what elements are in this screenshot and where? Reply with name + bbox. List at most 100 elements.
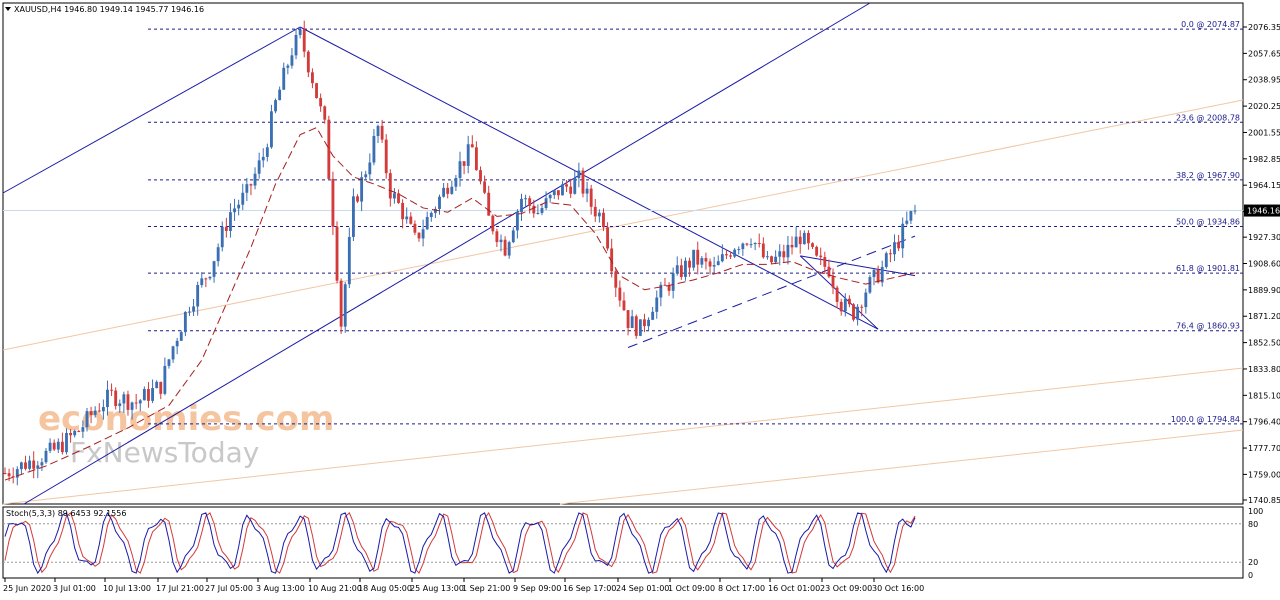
y-tick-label: 1964.15 (1248, 181, 1280, 190)
candle-body (794, 236, 798, 248)
x-tick-label: 16 Sep 17:00 (563, 584, 616, 593)
candle-body (134, 402, 138, 404)
candle-body (220, 226, 224, 248)
indicator-plot-frame (2, 506, 1244, 579)
candle-body (3, 473, 7, 475)
candle-body (60, 441, 64, 453)
candle-body (802, 232, 806, 245)
candle-body (577, 170, 581, 179)
candle-body (901, 223, 905, 249)
candle-body (167, 359, 171, 366)
candle-body (638, 319, 642, 336)
candle-body (806, 232, 810, 244)
y-tick-label: 1796.40 (1248, 418, 1280, 427)
candle-body (827, 266, 831, 277)
candle-body (114, 390, 118, 407)
candle-body (93, 410, 97, 415)
candle-body (888, 253, 892, 255)
candle-body (311, 72, 314, 84)
candle-body (884, 253, 888, 268)
x-tick-label: 10 Jul 13:00 (103, 584, 151, 593)
candle-body (622, 300, 626, 311)
candle-body (142, 389, 146, 401)
candle-body (286, 65, 290, 68)
symbol-info: XAUUSD,H4 1946.80 1949.14 1945.77 1946.1… (14, 5, 204, 14)
candle-body (11, 476, 15, 478)
y-tick-label: 1982.85 (1248, 155, 1280, 164)
candle-body (515, 212, 519, 231)
candle-body (380, 125, 384, 140)
candle-body (446, 187, 450, 194)
candle-body (69, 432, 73, 436)
candle-body (663, 284, 667, 286)
menu-triangle-icon[interactable] (5, 7, 11, 11)
candle-body (417, 232, 421, 239)
candle-body (766, 256, 769, 258)
candle-body (843, 298, 847, 312)
candle-body (860, 306, 864, 308)
candle-body (462, 161, 466, 166)
x-tick-label: 3 Jul 01:00 (53, 584, 96, 593)
candle-body (433, 208, 437, 213)
candle-body (40, 462, 44, 466)
candle-body (335, 226, 339, 281)
candle-body (294, 34, 298, 56)
candle-body (110, 389, 114, 391)
candle-body (392, 193, 396, 199)
candle-body (659, 284, 663, 298)
candle-body (397, 193, 400, 203)
candle-body (89, 411, 93, 415)
candle-body (880, 267, 884, 283)
candle-body (339, 280, 343, 327)
candle-body (360, 177, 364, 202)
candle-body (643, 319, 646, 327)
y-tick-label: 1852.50 (1248, 339, 1280, 348)
candle-body (729, 255, 732, 257)
candle-body (36, 465, 40, 469)
candle-body (32, 460, 36, 469)
candle-body (270, 111, 273, 148)
trendline-rising-dashed (627, 235, 916, 348)
candle-body (696, 249, 700, 265)
candle-body (778, 251, 782, 257)
candle-body (278, 89, 282, 101)
main-plot-frame (2, 2, 1244, 505)
fan-line-lower (559, 429, 1244, 505)
candle-body (429, 212, 433, 217)
candle-body (274, 100, 277, 112)
x-tick-label: 18 Aug 05:00 (358, 584, 412, 593)
candle-body (44, 450, 48, 463)
candle-body (585, 188, 589, 194)
candle-body (491, 215, 495, 232)
candle-body (52, 442, 56, 450)
candle-body (48, 442, 52, 451)
candle-body (897, 242, 901, 249)
candle-body (347, 236, 351, 285)
candle-body (655, 297, 659, 312)
x-tick-label: 25 Aug 13:00 (410, 584, 464, 593)
candle-body (73, 430, 77, 436)
price-tag-box (1244, 204, 1280, 217)
candle-body (745, 243, 749, 245)
trendline-rising-support (23, 2, 871, 505)
candle-body (147, 389, 150, 401)
x-tick-label: 9 Sep 09:00 (513, 584, 561, 593)
candle-body (831, 276, 835, 288)
candle-body (561, 184, 564, 196)
fib-level-label: 50.0 @ 1934.86 (1176, 217, 1240, 226)
x-tick-label: 17 Jul 21:00 (156, 584, 204, 593)
candle-body (770, 256, 773, 263)
candle-body (179, 332, 183, 341)
fib-level-label: 38.2 @ 1967.90 (1176, 171, 1240, 180)
candle-body (540, 208, 544, 213)
candle-body (606, 227, 609, 249)
stoch-label: Stoch(5,3,3) 89.6453 92.1556 (6, 509, 126, 518)
y-tick-label: 1889.90 (1248, 286, 1280, 295)
candle-body (614, 271, 618, 288)
candle-body (204, 278, 208, 280)
trendline-falling-resistance (299, 26, 879, 330)
candle-body (835, 287, 839, 302)
candle-body (85, 411, 89, 428)
